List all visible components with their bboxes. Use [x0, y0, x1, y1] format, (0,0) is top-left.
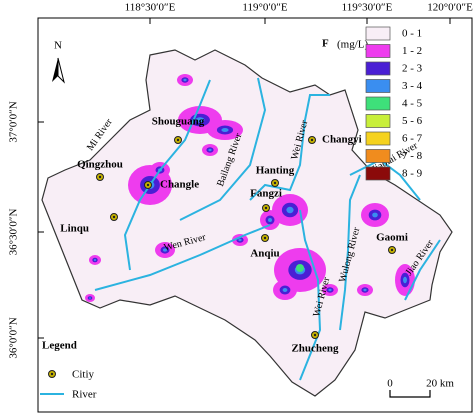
class-label: 8 - 9: [402, 168, 423, 180]
city-dot: [390, 248, 394, 252]
river: [339, 174, 361, 331]
class-label: 7 - 8: [402, 150, 423, 162]
city-dot: [263, 236, 267, 240]
city-label: Anqiu: [250, 248, 279, 260]
city-label: Fangzi: [250, 188, 282, 200]
hotspot-peak: [89, 297, 91, 299]
lat-label: 36°0′0″N: [8, 317, 20, 358]
hotspot-peak: [195, 117, 205, 123]
river: [299, 209, 322, 381]
hotspot-peak: [183, 78, 187, 82]
class-swatch: [365, 61, 391, 76]
lon-label: 120°0′0″E: [427, 2, 473, 14]
class-swatch: [365, 26, 391, 41]
class-swatch: [365, 114, 391, 128]
river: [179, 77, 267, 221]
class-swatch: [365, 131, 391, 146]
city-dot: [310, 138, 314, 142]
city-dot: [146, 183, 150, 187]
region: [41, 49, 453, 397]
legend-title: Legend: [42, 340, 77, 352]
city-label: Hanting: [256, 165, 295, 177]
scale-start: 0: [387, 378, 393, 390]
city-label: Changle: [160, 179, 199, 191]
city-label: Linqu: [60, 223, 89, 235]
north-arrow: [52, 58, 58, 82]
class-swatch: [365, 44, 391, 58]
hotspot-peak: [208, 148, 212, 152]
hotspot-peak: [268, 218, 272, 222]
class-unit: (mg/L): [337, 39, 368, 51]
scale-end: 20 km: [426, 378, 454, 390]
legend-city-label: Citiy: [72, 369, 95, 381]
north-label: N: [54, 40, 62, 52]
lon-label: 118°30′0″E: [125, 2, 176, 14]
river: [94, 224, 271, 291]
class-swatch: [365, 79, 391, 93]
class-label: 4 - 5: [402, 98, 423, 110]
class-swatch: [365, 166, 391, 181]
hotspot-peak: [286, 206, 294, 214]
city-dot: [313, 333, 317, 337]
hotspot-peak: [221, 128, 229, 132]
city-label: Shouguang: [152, 116, 205, 128]
north-arrow: [57, 57, 65, 84]
river: [404, 239, 441, 301]
legend-city-dot: [50, 372, 54, 376]
city-label: Gaomi: [376, 232, 408, 244]
hotspot-peak: [372, 212, 378, 218]
class-swatch: [365, 96, 391, 111]
class-label: 0 - 1: [402, 28, 422, 40]
river: [249, 94, 330, 201]
class-label: 5 - 6: [402, 115, 423, 127]
class-label: 1 - 2: [402, 45, 422, 57]
city-label: Zhucheng: [291, 343, 339, 355]
hotspot-peak: [296, 264, 304, 272]
city-label: Qingzhou: [77, 159, 123, 171]
lon-label: 119°0′0″E: [242, 2, 287, 14]
hotspot-peak: [328, 288, 332, 292]
lat-label: 37°0′0″N: [8, 101, 20, 142]
class-swatch: [365, 149, 391, 163]
hotspot-peak: [363, 288, 367, 292]
scale-bar: [389, 390, 431, 398]
class-label: 2 - 3: [402, 63, 423, 75]
hotspot-peak: [93, 259, 97, 261]
city-dot: [112, 215, 116, 219]
class-label: 6 - 7: [402, 133, 423, 145]
hotspot-peak: [403, 276, 407, 284]
hotspot-peak: [282, 288, 288, 292]
legend-river-label: River: [72, 389, 97, 401]
city-dot: [264, 206, 268, 210]
river: [123, 79, 211, 271]
city-dot: [98, 175, 102, 179]
class-title: F: [322, 38, 329, 50]
lon-label: 119°30′0″E: [342, 2, 393, 14]
class-label: 3 - 4: [402, 80, 423, 92]
city-dot: [176, 138, 180, 142]
lat-label: 36°30′0″N: [8, 209, 20, 256]
city-label: Changyi: [322, 134, 362, 146]
city-dot: [273, 181, 277, 185]
hotspot-peak: [163, 248, 167, 252]
hotspot-peak: [238, 238, 242, 242]
